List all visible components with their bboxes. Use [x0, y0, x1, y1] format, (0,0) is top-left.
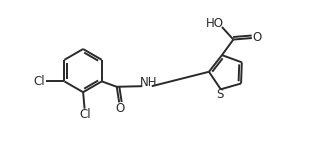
Text: O: O [115, 102, 124, 115]
Text: Cl: Cl [33, 75, 45, 88]
Text: HO: HO [205, 17, 223, 30]
Text: O: O [253, 31, 262, 44]
Text: NH: NH [140, 76, 157, 89]
Text: S: S [216, 89, 223, 102]
Text: Cl: Cl [80, 108, 91, 121]
